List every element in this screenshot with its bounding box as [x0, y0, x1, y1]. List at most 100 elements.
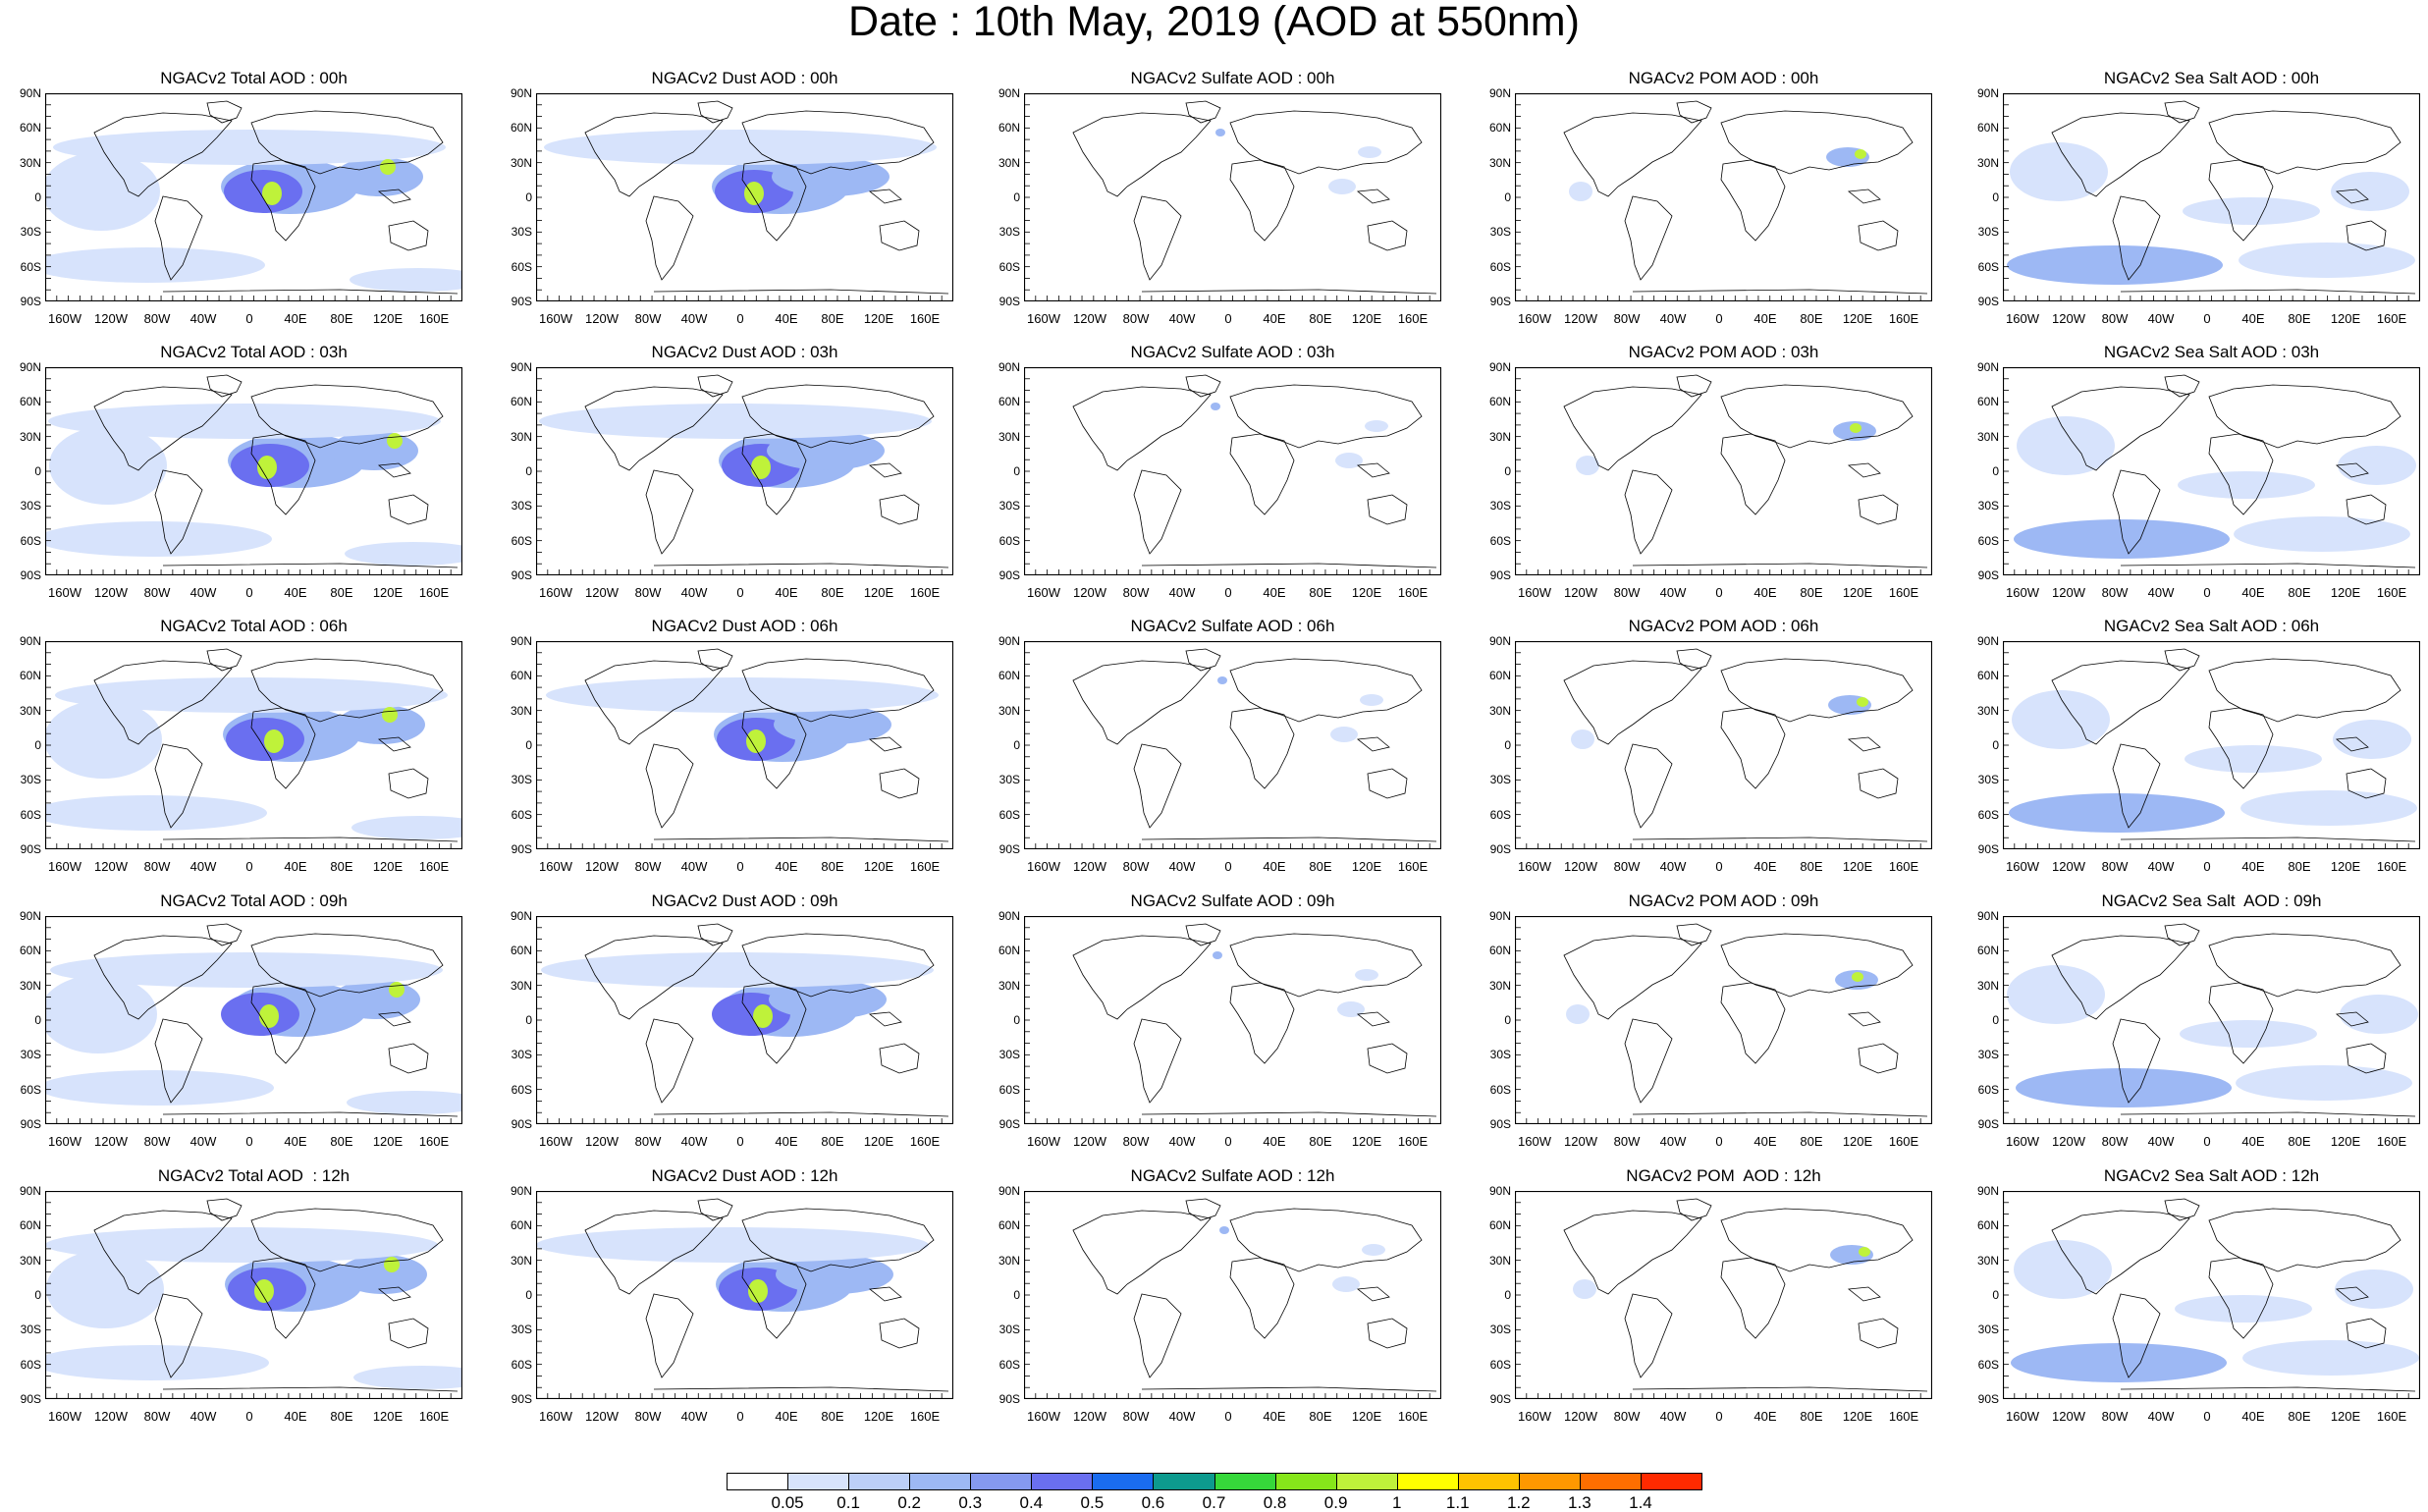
aod-field — [2338, 446, 2416, 485]
lat-tick-label: 90S — [1977, 294, 1999, 308]
lon-tick-label: 40E — [775, 859, 798, 874]
lon-tick-label: 120E — [372, 859, 404, 874]
aod-field — [769, 980, 887, 1019]
lat-tick-label: 30S — [998, 225, 1020, 240]
aod-field — [353, 1366, 462, 1389]
lat-tick-label: 30S — [998, 1323, 1020, 1337]
lat-tick-label: 0 — [34, 189, 41, 204]
lon-tick-label: 120W — [1564, 859, 1597, 874]
lon-tick-label: 40W — [189, 585, 217, 600]
lon-tick-label: 80E — [330, 311, 353, 326]
lat-tick-label: 90N — [998, 909, 1020, 923]
lat-tick-label: 60N — [1976, 1218, 1999, 1233]
lat-tick-label: 60N — [998, 395, 1020, 409]
colorbar — [727, 1473, 1702, 1490]
lon-tick-label: 80W — [1613, 859, 1641, 874]
lat-tick-label: 0 — [1504, 1287, 1511, 1302]
lon-tick-label: 80E — [1309, 311, 1332, 326]
lon-tick-label: 80E — [2288, 311, 2311, 326]
lon-tick-label: 40E — [1754, 1409, 1777, 1424]
lon-tick-label: 80E — [1309, 585, 1332, 600]
aod-field — [55, 677, 448, 713]
map-panel: NGACv2 Sulfate AOD : 12h 90N 60N 30N 0 30S 60S… — [987, 1166, 1478, 1431]
map-panel: NGACv2 Sulfate AOD : 03h 90N 60N 30N 0 30S 60S… — [987, 343, 1478, 608]
world-map — [1515, 93, 1932, 301]
aod-field — [1219, 1226, 1229, 1234]
lon-tick-label: 120E — [863, 311, 894, 326]
lat-tick-label: 90N — [510, 1184, 532, 1198]
lat-tick-label: 60S — [998, 1357, 1020, 1372]
lon-tick-label: 80E — [2288, 859, 2311, 874]
aod-field — [2012, 690, 2110, 749]
lon-tick-label: 40W — [2147, 1134, 2175, 1149]
lon-tick-label: 80W — [1613, 311, 1641, 326]
lon-tick-label: 80W — [1613, 1134, 1641, 1149]
lon-tick-label: 160W — [1518, 859, 1551, 874]
lon-tick-label: 40E — [1754, 585, 1777, 600]
aod-field — [2016, 1068, 2232, 1107]
aod-field — [2185, 745, 2322, 773]
lon-tick-label: 160W — [48, 311, 81, 326]
lat-tick-label: 60N — [510, 669, 532, 683]
lon-tick-label: 0 — [736, 585, 744, 600]
aod-field — [1852, 972, 1863, 982]
lat-tick-label: 90S — [511, 1116, 532, 1131]
aod-field — [387, 433, 403, 449]
lat-tick-label: 90S — [1489, 1391, 1511, 1406]
lat-tick-label: 30N — [998, 155, 1020, 170]
lat-tick-label: 0 — [34, 1287, 41, 1302]
lat-tick-label: 90N — [998, 1184, 1020, 1198]
lon-tick-label: 160E — [1397, 1134, 1429, 1149]
lon-tick-label: 0 — [2203, 1409, 2211, 1424]
lon-tick-label: 120E — [1842, 311, 1873, 326]
lat-tick-label: 30S — [20, 1323, 41, 1337]
lon-tick-label: 0 — [1715, 585, 1723, 600]
lon-tick-label: 40E — [284, 311, 307, 326]
lon-tick-label: 40E — [1263, 859, 1286, 874]
lon-tick-label: 0 — [2203, 585, 2211, 600]
lon-tick-label: 120E — [1351, 1134, 1382, 1149]
lat-tick-label: 90N — [19, 360, 41, 374]
lon-tick-label: 160W — [48, 585, 81, 600]
lat-tick-label: 30N — [1488, 429, 1511, 444]
colorbar-label: 0.6 — [1141, 1493, 1165, 1512]
panel-title: NGACv2 Sea Salt AOD : 03h — [2103, 343, 2320, 361]
lat-tick-label: 90N — [510, 360, 532, 374]
lon-tick-label: 160W — [2006, 311, 2039, 326]
panel-title: NGACv2 Total AOD : 09h — [160, 891, 348, 910]
aod-field — [772, 157, 890, 196]
lat-tick-label: 60S — [20, 1082, 41, 1097]
lat-tick-label: 60N — [510, 121, 532, 135]
lat-tick-label: 90N — [1976, 86, 1999, 100]
lon-tick-label: 160E — [909, 859, 941, 874]
coastline — [1563, 923, 1928, 1117]
lat-tick-label: 30S — [511, 499, 532, 513]
aod-field — [2240, 790, 2417, 826]
lon-tick-label: 40E — [284, 585, 307, 600]
lon-tick-label: 0 — [245, 311, 253, 326]
lat-tick-label: 60S — [998, 259, 1020, 274]
map-panel: NGACv2 Sea Salt AOD : 00h 90N 60N 30N 0 30S 60… — [1966, 69, 2428, 334]
lat-tick-label: 60S — [511, 259, 532, 274]
lon-tick-label: 0 — [1715, 1409, 1723, 1424]
lat-tick-label: 30N — [19, 155, 41, 170]
lon-tick-label: 160E — [418, 1134, 450, 1149]
lat-tick-label: 30N — [510, 703, 532, 718]
lat-tick-label: 30N — [19, 978, 41, 993]
coastline — [1072, 648, 1437, 842]
panel-title: NGACv2 Sulfate AOD : 00h — [1130, 69, 1335, 87]
lat-tick-label: 90S — [20, 567, 41, 582]
lat-tick-label: 30S — [1489, 773, 1511, 787]
aod-field — [1365, 420, 1388, 432]
lon-tick-label: 80E — [330, 1134, 353, 1149]
lon-tick-label: 120W — [1073, 859, 1106, 874]
lon-tick-label: 80W — [1122, 1134, 1150, 1149]
lon-tick-label: 160W — [2006, 1134, 2039, 1149]
lat-tick-label: 60N — [998, 944, 1020, 958]
lat-tick-label: 30S — [511, 773, 532, 787]
colorbar-swatch — [1396, 1473, 1459, 1490]
lat-tick-label: 0 — [1992, 737, 1999, 752]
world-map — [45, 93, 462, 301]
lon-tick-label: 160W — [539, 311, 572, 326]
aod-field — [2009, 793, 2225, 833]
